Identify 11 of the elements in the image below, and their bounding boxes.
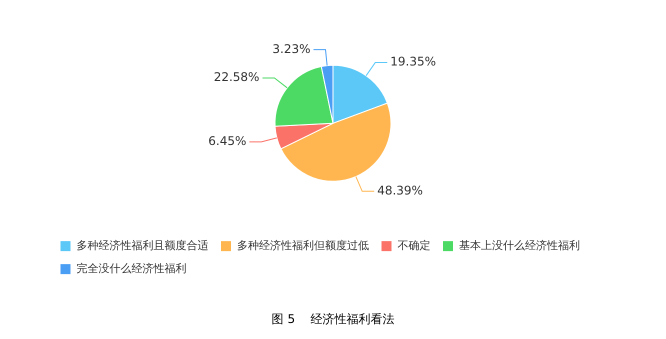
legend-label: 多种经济性福利且额度合适 <box>76 238 208 252</box>
legend-label: 不确定 <box>398 238 430 252</box>
data-label: 19.35% <box>390 54 436 69</box>
text: 图 5 经济性福利看法 <box>272 312 394 326</box>
data-label: 6.45% <box>208 134 246 148</box>
data-label: 48.39% <box>377 183 423 198</box>
legend-label: 多种经济性福利但额度过低 <box>237 238 369 252</box>
legend-label: 完全没什么经济性福利 <box>76 262 186 275</box>
data-label: 3.23% <box>272 42 311 56</box>
legend-label: 基本上没什么经济性福利 <box>459 238 580 252</box>
data-label: 22.58% <box>214 70 260 84</box>
